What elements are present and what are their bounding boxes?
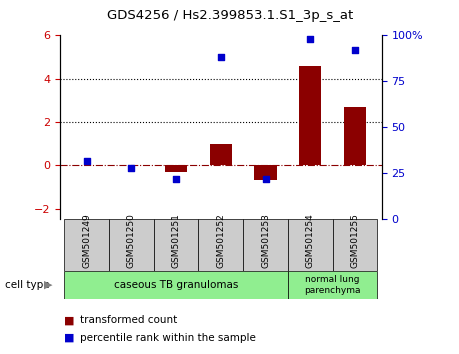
Text: caseous TB granulomas: caseous TB granulomas (114, 280, 238, 290)
Text: GSM501253: GSM501253 (260, 213, 269, 268)
Text: ■: ■ (64, 315, 75, 325)
Point (261, 176, 269, 182)
Bar (198, 219, 243, 271)
Bar (153, 219, 198, 271)
Text: cell type: cell type (5, 280, 49, 290)
Bar (209, 144, 231, 165)
Bar (287, 271, 376, 299)
Text: GDS4256 / Hs2.399853.1.S1_3p_s_at: GDS4256 / Hs2.399853.1.S1_3p_s_at (106, 9, 353, 22)
Bar (64, 271, 287, 299)
Bar (64, 219, 109, 271)
Point (351, 47, 358, 53)
Bar (109, 219, 153, 271)
Bar (343, 107, 365, 165)
Text: normal lung
parenchyma: normal lung parenchyma (304, 275, 360, 295)
Bar (298, 66, 321, 165)
Text: GSM501254: GSM501254 (305, 213, 314, 268)
Bar (243, 219, 287, 271)
Text: transformed count: transformed count (80, 315, 177, 325)
Bar (254, 165, 276, 181)
Point (217, 55, 224, 60)
Bar (332, 219, 376, 271)
Text: ■: ■ (64, 333, 75, 343)
Text: GSM501249: GSM501249 (82, 213, 91, 268)
Point (172, 176, 179, 182)
Point (128, 165, 135, 171)
Text: ▶: ▶ (44, 280, 52, 290)
Bar (287, 219, 332, 271)
Point (306, 36, 313, 42)
Text: GSM501252: GSM501252 (216, 213, 225, 268)
Text: GSM501250: GSM501250 (127, 213, 135, 268)
Text: percentile rank within the sample: percentile rank within the sample (80, 333, 256, 343)
Point (83, 158, 90, 164)
Text: GSM501251: GSM501251 (171, 213, 180, 268)
Bar (164, 165, 187, 172)
Text: GSM501255: GSM501255 (350, 213, 358, 268)
